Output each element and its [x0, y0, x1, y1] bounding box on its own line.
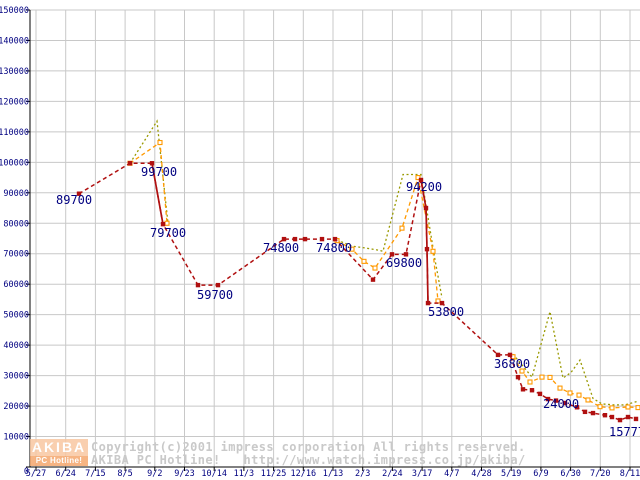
svg-text:9/23: 9/23 — [174, 469, 194, 479]
svg-text:7/15: 7/15 — [85, 469, 105, 479]
series-olive-price-line — [129, 119, 638, 406]
svg-text:140000: 140000 — [0, 36, 29, 46]
svg-text:11/25: 11/25 — [261, 469, 287, 479]
x-axis-labels: 5/27 6/24 7/15 8/5 9/2 9/23 10/14 11/3 11/25 12/1… — [26, 469, 640, 479]
logo-title: AKIBA — [30, 439, 88, 456]
svg-text:130000: 130000 — [0, 67, 29, 77]
svg-text:69800: 69800 — [386, 256, 422, 270]
svg-text:53800: 53800 — [428, 305, 464, 319]
data-labels: 89700 99700 79700 59700 74800 74800 69800 94200… — [56, 165, 640, 439]
svg-text:12/16: 12/16 — [291, 469, 317, 479]
svg-text:99700: 99700 — [141, 165, 177, 179]
svg-text:2/24: 2/24 — [382, 469, 402, 479]
svg-text:7/20: 7/20 — [590, 469, 610, 479]
svg-text:120000: 120000 — [0, 97, 29, 107]
logo-subtitle: PC Hotline! — [30, 456, 88, 466]
akiba-pc-hotline-logo: AKIBA PC Hotline! — [30, 439, 88, 466]
copyright-line-1: Copyright(c)2001 impress corporation All… — [91, 440, 526, 454]
svg-text:110000: 110000 — [0, 128, 29, 138]
svg-text:24000: 24000 — [543, 397, 579, 411]
axes — [26, 9, 640, 471]
gridlines — [30, 9, 640, 467]
svg-text:36800: 36800 — [494, 357, 530, 371]
svg-text:59700: 59700 — [197, 288, 233, 302]
svg-text:4/28: 4/28 — [471, 469, 491, 479]
svg-text:10000: 10000 — [3, 433, 29, 443]
svg-text:70000: 70000 — [3, 250, 29, 260]
svg-text:6/30: 6/30 — [560, 469, 580, 479]
svg-text:90000: 90000 — [3, 189, 29, 199]
svg-text:74800: 74800 — [316, 241, 352, 255]
svg-text:8/5: 8/5 — [117, 469, 132, 479]
series-orange-price-line — [127, 139, 640, 411]
svg-text:6/24: 6/24 — [55, 469, 75, 479]
svg-text:2/3: 2/3 — [355, 469, 370, 479]
svg-text:150000: 150000 — [0, 6, 29, 16]
svg-text:5/27: 5/27 — [26, 469, 46, 479]
svg-text:89700: 89700 — [56, 193, 92, 207]
svg-text:60000: 60000 — [3, 280, 29, 290]
y-axis-labels: 0 10000 20000 30000 40000 50000 60000 70000 8000… — [0, 6, 29, 477]
svg-text:10/14: 10/14 — [201, 469, 227, 479]
svg-text:20000: 20000 — [3, 402, 29, 412]
svg-text:94200: 94200 — [406, 180, 442, 194]
svg-text:3/17: 3/17 — [412, 469, 432, 479]
copyright-line-2: AKIBA PC Hotline! http://www.watch.impre… — [91, 453, 526, 467]
svg-text:0: 0 — [24, 467, 29, 477]
svg-text:1/13: 1/13 — [323, 469, 343, 479]
svg-text:5/19: 5/19 — [501, 469, 521, 479]
svg-text:11/3: 11/3 — [234, 469, 254, 479]
svg-text:8/11: 8/11 — [620, 469, 640, 479]
svg-text:40000: 40000 — [3, 341, 29, 351]
svg-text:6/9: 6/9 — [533, 469, 548, 479]
svg-text:79700: 79700 — [150, 226, 186, 240]
series-red-price-line — [76, 161, 639, 423]
svg-text:9/2: 9/2 — [147, 469, 162, 479]
svg-text:30000: 30000 — [3, 372, 29, 382]
svg-text:100000: 100000 — [0, 158, 29, 168]
svg-text:4/7: 4/7 — [444, 469, 459, 479]
svg-text:50000: 50000 — [3, 311, 29, 321]
svg-text:74800: 74800 — [263, 241, 299, 255]
svg-text:15777: 15777 — [609, 425, 640, 439]
svg-text:80000: 80000 — [3, 219, 29, 229]
